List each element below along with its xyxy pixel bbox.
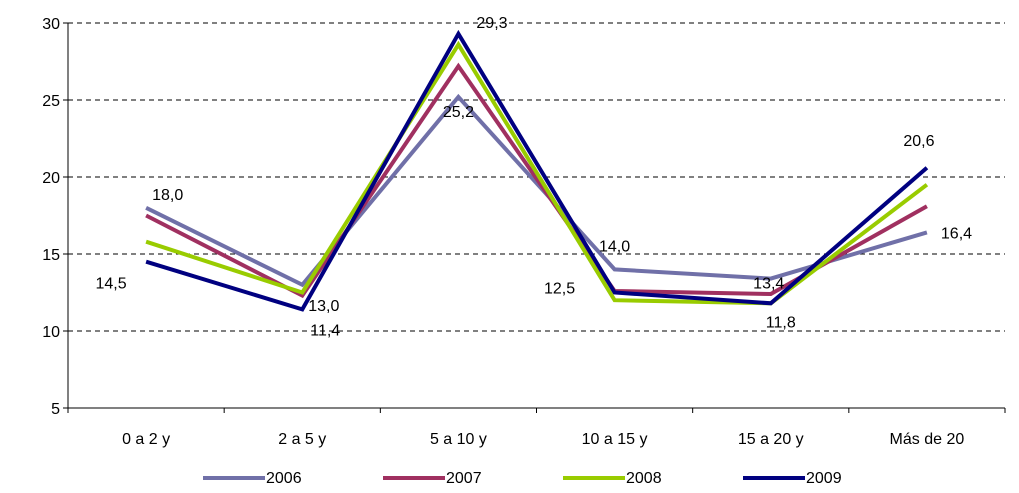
y-tick-labels: 5 10 15 20 25 30	[42, 16, 60, 418]
x-tick-label-4: 10 a 15 y	[582, 431, 648, 448]
series-lines	[145, 29, 929, 312]
data-label-2006-2: 13,0	[308, 298, 339, 315]
data-label-2009-2: 11,4	[310, 322, 340, 339]
data-labels: 18,0 13,0 25,2 14,0 13,4 16,4 14,5 11,4 29,3 12,5…	[96, 15, 973, 340]
data-label-2009-6: 20,6	[903, 133, 934, 150]
legend-label-2009: 2009	[806, 470, 842, 487]
x-tick-label-6: Más de 20	[890, 431, 965, 448]
y-tick-label-30: 30	[42, 16, 60, 33]
data-label-2009-4: 12,5	[544, 281, 575, 298]
x-tick-label-2: 2 a 5 y	[278, 431, 326, 448]
y-tick-label-20: 20	[42, 170, 60, 187]
y-tick-label-15: 15	[42, 247, 60, 264]
data-label-2006-1: 18,0	[152, 187, 183, 204]
legend: 2006 2007 2008 2009	[203, 470, 842, 487]
legend-label-2006: 2006	[266, 470, 302, 487]
axes	[63, 22, 1006, 413]
y-tick-label-25: 25	[42, 93, 60, 110]
series-line-2009	[145, 29, 929, 312]
data-label-2009-3: 29,3	[476, 15, 507, 32]
series-line-2008	[145, 40, 929, 306]
x-tick-labels: 0 a 2 y 2 a 5 y 5 a 10 y 10 a 15 y 15 a 20 y…	[122, 431, 964, 448]
legend-label-2007: 2007	[446, 470, 482, 487]
legend-label-2008: 2008	[626, 470, 662, 487]
data-label-2009-1: 14,5	[96, 276, 127, 293]
x-tick-label-3: 5 a 10 y	[430, 431, 487, 448]
y-tick-label-10: 10	[42, 324, 60, 341]
x-tick-label-5: 15 a 20 y	[738, 431, 804, 448]
data-label-2009-5: 11,8	[766, 314, 796, 331]
y-tick-label-5: 5	[51, 401, 60, 418]
data-label-2006-6: 16,4	[941, 225, 972, 242]
x-tick-label-1: 0 a 2 y	[122, 431, 170, 448]
data-label-2006-5: 13,4	[753, 276, 784, 293]
data-label-2006-4: 14,0	[599, 238, 630, 255]
series-line-2006	[145, 93, 928, 288]
data-label-2006-3: 25,2	[443, 104, 474, 121]
series-line-2007	[145, 62, 928, 299]
